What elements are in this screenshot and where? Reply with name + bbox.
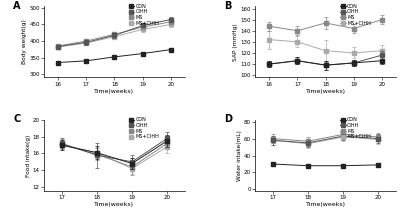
X-axis label: Time(weeks): Time(weeks) — [306, 202, 346, 207]
Text: B: B — [224, 1, 232, 11]
Legend: CON, CIHH, MS, MS+CIHH: CON, CIHH, MS, MS+CIHH — [339, 3, 372, 26]
X-axis label: Time(weeks): Time(weeks) — [94, 89, 134, 94]
X-axis label: Time(weeks): Time(weeks) — [94, 202, 134, 207]
X-axis label: Time(weeks): Time(weeks) — [306, 89, 346, 94]
Y-axis label: Body weight(g): Body weight(g) — [22, 19, 27, 64]
Text: D: D — [224, 114, 232, 124]
Text: C: C — [13, 114, 20, 124]
Legend: CON, CIHH, MS, MS+CIHH: CON, CIHH, MS, MS+CIHH — [339, 117, 372, 140]
Y-axis label: Food intake(g): Food intake(g) — [26, 134, 31, 177]
Text: A: A — [13, 1, 20, 11]
Y-axis label: Water intake(mL): Water intake(mL) — [237, 130, 242, 181]
Legend: CON, CIHH, MS, MS+CIHH: CON, CIHH, MS, MS+CIHH — [128, 3, 160, 26]
Y-axis label: SAP (mmHg): SAP (mmHg) — [234, 23, 238, 61]
Legend: CON, CIHH, MS, MS+CIHH: CON, CIHH, MS, MS+CIHH — [128, 117, 160, 140]
